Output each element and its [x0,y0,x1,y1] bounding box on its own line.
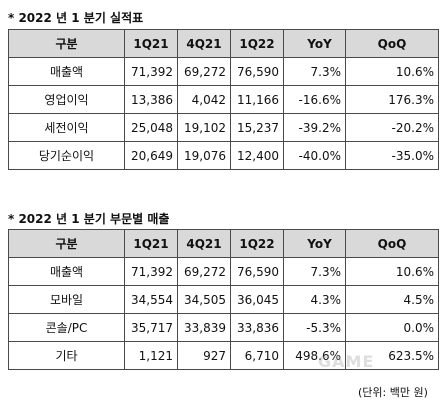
row-label: 매출액 [8,257,125,286]
cell-value: -16.6% [283,85,346,114]
cell-value: 35,717 [124,313,178,342]
row-label: 당기순이익 [8,141,125,170]
cell-value: 927 [177,341,231,370]
header-1q22: 1Q22 [230,29,284,58]
header-1q21: 1Q21 [124,29,178,58]
cell-value: 71,392 [124,57,178,86]
table2-title: * 2022 년 1 분기 부문별 매출 [8,212,170,226]
cell-value: -20.2% [345,113,439,142]
header-qoq: QoQ [345,29,439,58]
row-label: 영업이익 [8,85,125,114]
header-category: 구분 [8,29,125,58]
cell-value: 4.3% [283,285,346,314]
cell-value: 4,042 [177,85,231,114]
table-row: 영업이익 13,386 4,042 11,166 -16.6% 176.3% [8,85,439,114]
row-label: 기타 [8,341,125,370]
cell-value: 69,272 [177,57,231,86]
cell-value: 33,839 [177,313,231,342]
header-4q21: 4Q21 [177,29,231,58]
header-yoy: YoY [283,229,346,258]
table-row: 콘솔/PC 35,717 33,839 33,836 -5.3% 0.0% [8,313,439,342]
watermark-logo: GAME [318,352,375,371]
cell-value: 15,237 [230,113,284,142]
cell-value: 20,649 [124,141,178,170]
cell-value: 19,102 [177,113,231,142]
cell-value: 76,590 [230,257,284,286]
earnings-table: 구분 1Q21 4Q21 1Q22 YoY QoQ 매출액 71,392 69,… [8,29,439,170]
table-row: 세전이익 25,048 19,102 15,237 -39.2% -20.2% [8,113,439,142]
cell-value: 623.5% [345,341,439,370]
cell-value: 176.3% [345,85,439,114]
cell-value: 13,386 [124,85,178,114]
row-label: 모바일 [8,285,125,314]
table1-title: * 2022 년 1 분기 실적표 [8,11,144,25]
cell-value: -39.2% [283,113,346,142]
cell-value: 4.5% [345,285,439,314]
cell-value: 12,400 [230,141,284,170]
cell-value: -40.0% [283,141,346,170]
header-1q21: 1Q21 [124,229,178,258]
row-label: 매출액 [8,57,125,86]
cell-value: 25,048 [124,113,178,142]
cell-value: 36,045 [230,285,284,314]
cell-value: 7.3% [283,57,346,86]
cell-value: 10.6% [345,257,439,286]
table-header-row: 구분 1Q21 4Q21 1Q22 YoY QoQ [8,229,439,258]
cell-value: -35.0% [345,141,439,170]
cell-value: 11,166 [230,85,284,114]
row-label: 콘솔/PC [8,313,125,342]
cell-value: 7.3% [283,257,346,286]
cell-value: 6,710 [230,341,284,370]
cell-value: 1,121 [124,341,178,370]
table-row: 매출액 71,392 69,272 76,590 7.3% 10.6% [8,257,439,286]
header-yoy: YoY [283,29,346,58]
unit-note: (단위: 백만 원) [358,386,428,399]
cell-value: 71,392 [124,257,178,286]
table-row: 기타 1,121 927 6,710 498.6% 623.5% [8,341,439,370]
cell-value: 0.0% [345,313,439,342]
cell-value: 76,590 [230,57,284,86]
cell-value: 34,505 [177,285,231,314]
table-row: 모바일 34,554 34,505 36,045 4.3% 4.5% [8,285,439,314]
header-category: 구분 [8,229,125,258]
table-header-row: 구분 1Q21 4Q21 1Q22 YoY QoQ [8,29,439,58]
cell-value: -5.3% [283,313,346,342]
cell-value: 19,076 [177,141,231,170]
cell-value: 10.6% [345,57,439,86]
header-qoq: QoQ [345,229,439,258]
table-row: 당기순이익 20,649 19,076 12,400 -40.0% -35.0% [8,141,439,170]
row-label: 세전이익 [8,113,125,142]
cell-value: 34,554 [124,285,178,314]
cell-value: 69,272 [177,257,231,286]
header-1q22: 1Q22 [230,229,284,258]
table-row: 매출액 71,392 69,272 76,590 7.3% 10.6% [8,57,439,86]
cell-value: 33,836 [230,313,284,342]
header-4q21: 4Q21 [177,229,231,258]
segment-sales-table: 구분 1Q21 4Q21 1Q22 YoY QoQ 매출액 71,392 69,… [8,229,439,370]
